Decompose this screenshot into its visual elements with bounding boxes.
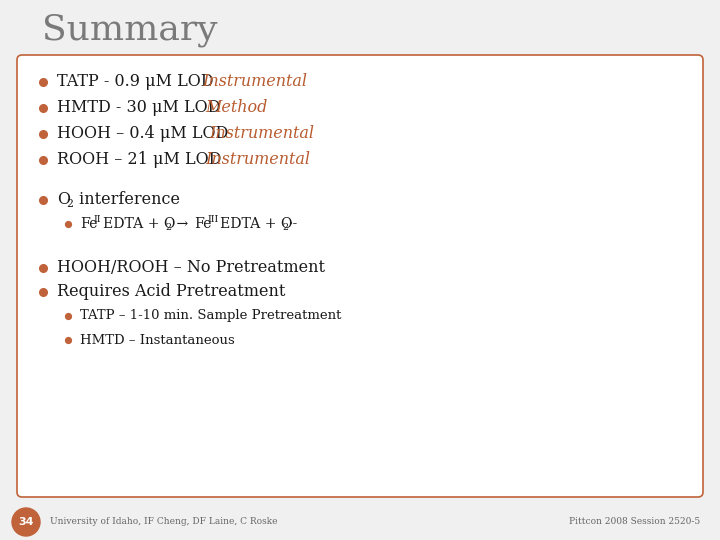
Text: 34: 34 (18, 517, 34, 527)
Circle shape (12, 508, 40, 536)
Text: University of Idaho, IF Cheng, DF Laine, C Roske: University of Idaho, IF Cheng, DF Laine,… (50, 517, 277, 526)
Text: ROOH – 21 μM LOD: ROOH – 21 μM LOD (57, 152, 227, 168)
Text: Summary: Summary (42, 13, 217, 47)
Text: HOOH/ROOH – No Pretreatment: HOOH/ROOH – No Pretreatment (57, 260, 325, 276)
Text: Pittcon 2008 Session 2520-5: Pittcon 2008 Session 2520-5 (569, 517, 700, 526)
Text: EDTA + O: EDTA + O (220, 217, 292, 231)
Text: ·-: ·- (289, 217, 298, 231)
Text: Requires Acid Pretreatment: Requires Acid Pretreatment (57, 284, 285, 300)
Text: HMTD - 30 μM LOD: HMTD - 30 μM LOD (57, 99, 225, 117)
Text: 2: 2 (165, 224, 171, 233)
Text: TATP – 1-10 min. Sample Pretreatment: TATP – 1-10 min. Sample Pretreatment (80, 309, 341, 322)
Text: Instrumental: Instrumental (205, 152, 310, 168)
Text: Method: Method (205, 99, 267, 117)
Text: Fe: Fe (80, 217, 97, 231)
Text: O: O (57, 192, 70, 208)
Text: Instrumental: Instrumental (209, 125, 314, 143)
Text: II: II (94, 214, 102, 224)
Text: HOOH – 0.4 μM LOD: HOOH – 0.4 μM LOD (57, 125, 233, 143)
Text: interference: interference (74, 192, 180, 208)
Text: III: III (208, 214, 220, 224)
Text: 2: 2 (282, 224, 288, 233)
Text: Instrumental: Instrumental (202, 73, 307, 91)
Text: TATP - 0.9 μM LOD: TATP - 0.9 μM LOD (57, 73, 219, 91)
FancyBboxPatch shape (17, 55, 703, 497)
Text: →: → (172, 217, 193, 231)
Text: EDTA + O: EDTA + O (103, 217, 176, 231)
Text: HMTD – Instantaneous: HMTD – Instantaneous (80, 334, 235, 347)
Text: Fe: Fe (194, 217, 212, 231)
Text: 2: 2 (66, 199, 73, 209)
